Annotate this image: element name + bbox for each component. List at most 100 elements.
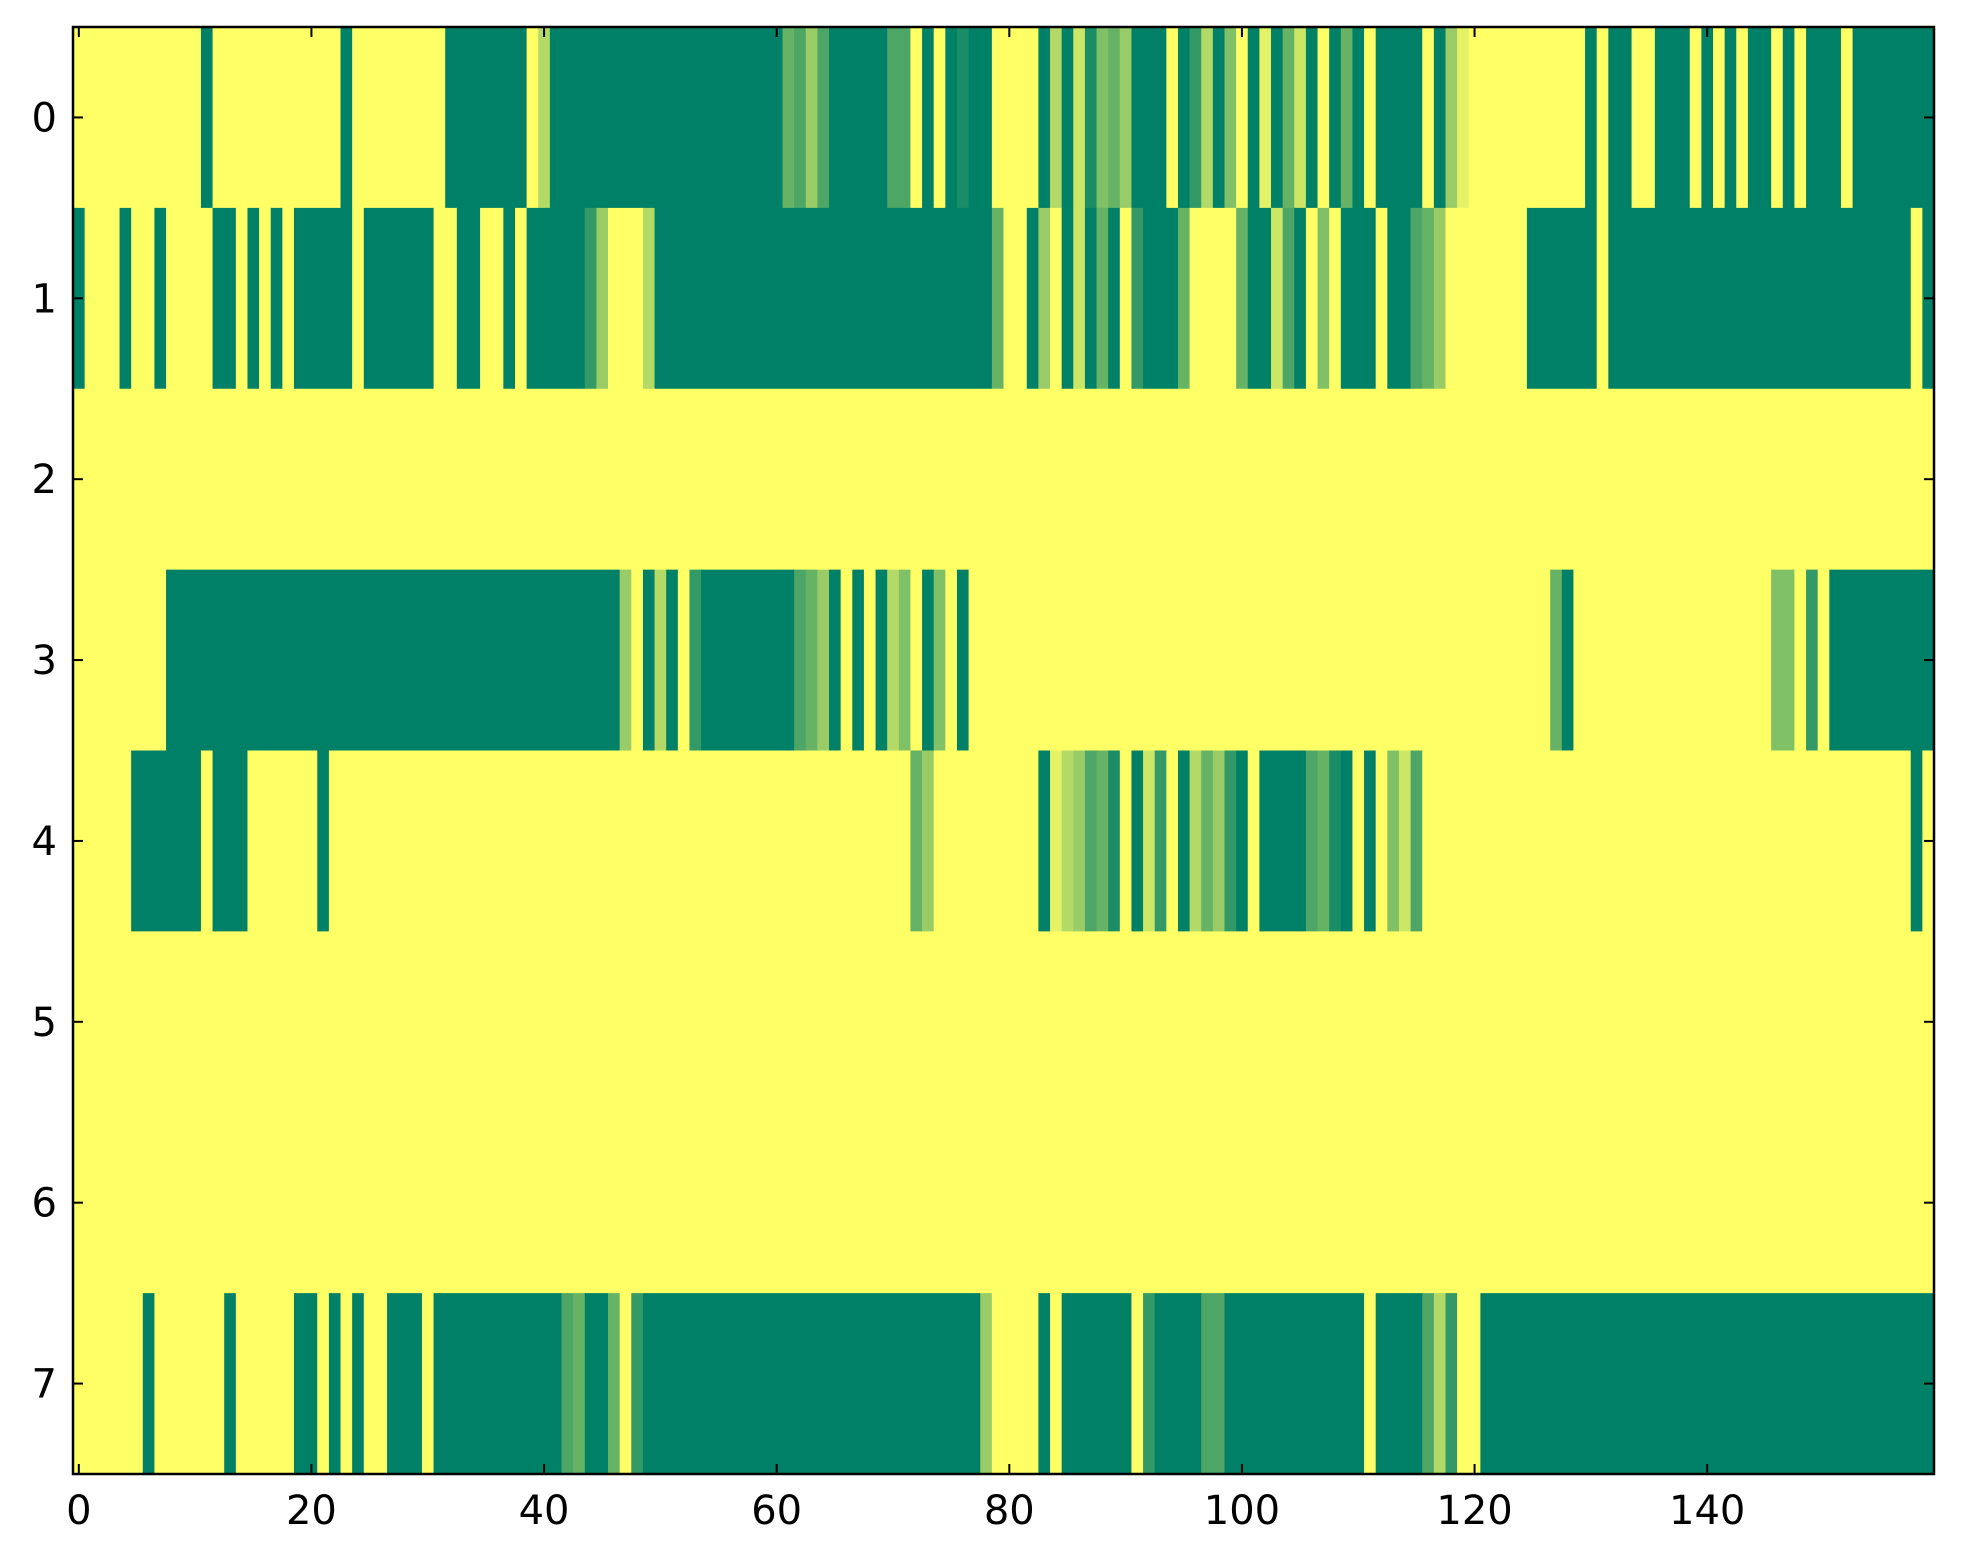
heatmap-cell-row1-seg14 — [363, 207, 435, 390]
heatmap-cell-row1-seg55 — [1445, 207, 1528, 390]
y-tick-label-2: 2 — [32, 457, 57, 503]
y-tick-label-5: 5 — [32, 1000, 57, 1046]
heatmap-cell-row0-seg8 — [549, 27, 784, 209]
heatmap-cell-row1-seg15 — [433, 207, 458, 390]
heatmap-cell-row3-seg0 — [73, 569, 167, 752]
heatmap-cell-row1-seg18 — [503, 207, 516, 390]
heatmap-cell-row7-seg29 — [1201, 1293, 1226, 1475]
heatmap-cell-row0-seg70 — [1840, 27, 1854, 209]
heatmap-cell-row4-seg34 — [1352, 750, 1365, 932]
x-tick-label-80: 80 — [984, 1488, 1035, 1534]
heatmap-cell-row3-seg13 — [829, 569, 842, 752]
heatmap-cell-row1-seg9 — [259, 207, 272, 390]
heatmap-cell-row0-seg31 — [1166, 27, 1179, 209]
heatmap-cell-row7-seg5 — [293, 1293, 318, 1475]
heatmap-cell-row7-seg12 — [421, 1293, 435, 1475]
heatmap-cell-row1-seg16 — [456, 207, 481, 390]
heatmap-cell-row2-seg0 — [73, 388, 1935, 571]
heatmap-cell-row3-seg15 — [852, 569, 865, 752]
heatmap-cell-row4-seg23 — [1189, 750, 1202, 932]
heatmap-cell-row0-seg21 — [991, 27, 1039, 209]
heatmap-cell-row0-seg53 — [1457, 27, 1470, 209]
heatmap-cell-row0-seg25 — [1073, 27, 1086, 209]
heatmap-cell-row7-seg9 — [352, 1293, 365, 1475]
heatmap-cell-row1-seg46 — [1305, 207, 1319, 390]
heatmap-cell-row0-seg28 — [1108, 27, 1121, 209]
heatmap-cell-row0-seg32 — [1177, 27, 1191, 209]
heatmap-cell-row4-seg41 — [1910, 750, 1923, 932]
heatmap-cell-row1-seg44 — [1282, 207, 1295, 390]
heatmap-cell-row0-seg36 — [1224, 27, 1237, 209]
heatmap-cell-row0-seg50 — [1422, 27, 1435, 209]
heatmap-cell-row1-seg6 — [212, 207, 237, 390]
heatmap-cell-row0-seg30 — [1131, 27, 1167, 209]
heatmap-cell-row1-seg5 — [166, 207, 214, 390]
heatmap-cell-row0-seg66 — [1771, 27, 1784, 209]
heatmap-cell-row7-seg0 — [73, 1293, 144, 1475]
heatmap-cell-row1-seg47 — [1317, 207, 1330, 390]
heatmap-cell-row1-seg54 — [1433, 207, 1447, 390]
heatmap-cell-row1-seg30 — [1050, 207, 1063, 390]
heatmap-cell-row4-seg40 — [1422, 750, 1912, 932]
heatmap-cell-row0-seg15 — [910, 27, 923, 209]
heatmap-cell-row6-seg0 — [73, 1112, 1935, 1294]
heatmap-cell-row1-seg37 — [1131, 207, 1144, 390]
heatmap-cell-row3-seg17 — [875, 569, 888, 752]
heatmap-cell-row3-seg33 — [1817, 569, 1830, 752]
heatmap-cell-row3-seg16 — [863, 569, 877, 752]
y-tick-label-4: 4 — [32, 819, 57, 865]
heatmap-cell-row7-seg11 — [387, 1293, 423, 1475]
heatmap-cell-row1-seg40 — [1189, 207, 1237, 390]
heatmap-cell-row0-seg3 — [340, 27, 353, 209]
heatmap-cell-row0-seg22 — [1038, 27, 1051, 209]
heatmap-cell-row1-seg52 — [1410, 207, 1423, 390]
heatmap-cell-row7-seg32 — [1375, 1293, 1423, 1475]
heatmap-cell-row1-seg1 — [84, 207, 121, 390]
heatmap-cell-row4-seg33 — [1340, 750, 1354, 932]
heatmap-cell-row0-seg9 — [782, 27, 795, 209]
heatmap-cell-row3-seg31 — [1794, 569, 1807, 752]
heatmap-cell-row7-seg26 — [1131, 1293, 1144, 1475]
heatmap-cell-row0-seg51 — [1433, 27, 1447, 209]
heatmap-cell-row0-seg44 — [1317, 27, 1330, 209]
heatmap-cell-row1-seg59 — [1910, 207, 1923, 390]
heatmap-cell-row1-seg43 — [1271, 207, 1284, 390]
heatmap-cell-row7-seg35 — [1445, 1293, 1458, 1475]
heatmap-cell-row4-seg28 — [1247, 750, 1260, 932]
heatmap-cell-row1-seg38 — [1143, 207, 1179, 390]
heatmap-cell-row1-seg56 — [1526, 207, 1598, 390]
heatmap-cell-row0-seg6 — [526, 27, 539, 209]
heatmap-cell-row1-seg31 — [1061, 207, 1074, 390]
heatmap-cell-row7-seg34 — [1433, 1293, 1447, 1475]
heatmap-cell-row7-seg7 — [328, 1293, 342, 1475]
heatmap-cell-row7-seg18 — [619, 1293, 632, 1475]
heatmap-cell-row0-seg57 — [1608, 27, 1633, 209]
heatmap-cell-row0-seg43 — [1305, 27, 1319, 209]
heatmap-cell-row0-seg26 — [1084, 27, 1098, 209]
heatmap-cell-row4-seg10 — [1038, 750, 1051, 932]
heatmap-cell-row0-seg5 — [445, 27, 528, 209]
heatmap-cell-row1-seg49 — [1340, 207, 1377, 390]
heatmap-cell-row4-seg36 — [1375, 750, 1388, 932]
axis-ticks: 0 20 40 60 80 100 120 140 0 1 2 3 4 5 6 7 — [32, 27, 1934, 1534]
heatmap-cell-row0-seg63 — [1724, 27, 1737, 209]
heatmap-cell-row4-seg21 — [1166, 750, 1179, 932]
heatmap-cell-row1-seg42 — [1247, 207, 1272, 390]
heatmap-cell-row4-seg6 — [328, 750, 912, 932]
heatmap-cell-row1-seg4 — [154, 207, 167, 390]
heatmap-cell-row3-seg5 — [654, 569, 667, 752]
heatmap-cell-row4-seg11 — [1050, 750, 1063, 932]
heatmap-cell-row4-seg38 — [1398, 750, 1412, 932]
heatmap-cell-row1-seg11 — [282, 207, 295, 390]
heatmap-cell-row0-seg47 — [1352, 27, 1365, 209]
heatmap-cell-row7-seg33 — [1422, 1293, 1435, 1475]
heatmap-cell-row7-seg2 — [154, 1293, 225, 1475]
heatmap-cell-row7-seg14 — [561, 1293, 574, 1475]
heatmap-cell-row3-seg3 — [631, 569, 644, 752]
heatmap-cell-row7-seg28 — [1154, 1293, 1202, 1475]
heatmap-cell-row7-seg25 — [1061, 1293, 1133, 1475]
heatmap-cell-row0-seg18 — [945, 27, 958, 209]
heatmap-cell-row3-seg27 — [1561, 569, 1575, 752]
heatmap-cell-row7-seg21 — [980, 1293, 993, 1475]
